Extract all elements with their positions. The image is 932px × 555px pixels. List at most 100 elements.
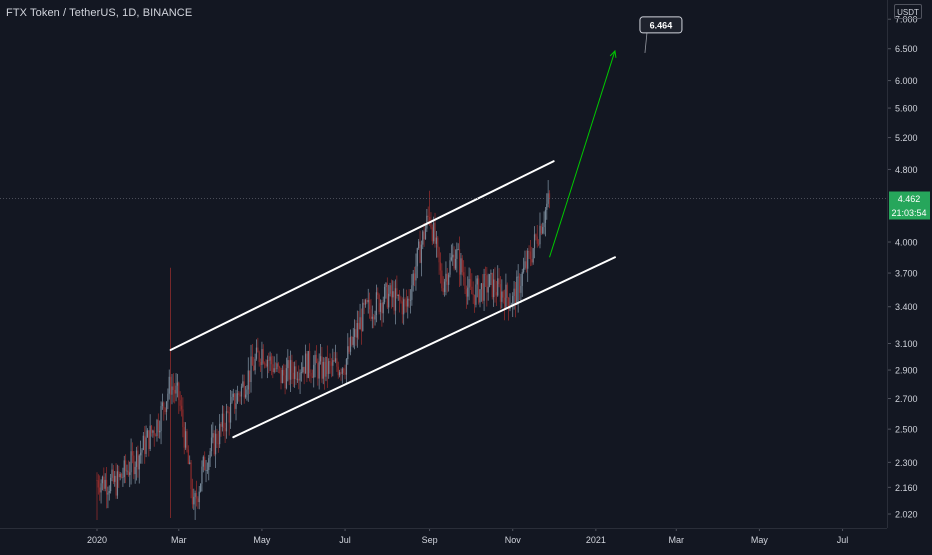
candle-body xyxy=(258,352,260,363)
candle-body xyxy=(120,473,123,478)
candle-body xyxy=(228,412,230,423)
candle-body xyxy=(304,353,307,374)
candle-body xyxy=(450,257,452,261)
candle-body xyxy=(430,220,432,228)
candle-body xyxy=(133,455,135,475)
candle-body xyxy=(355,329,357,338)
price-tick-label: 2.020 xyxy=(895,510,918,520)
candle-body xyxy=(153,430,155,436)
candle-body xyxy=(535,234,537,237)
candle-body xyxy=(96,480,98,481)
candle-body xyxy=(276,363,278,370)
candle-body xyxy=(348,346,350,352)
candle-body xyxy=(164,408,166,412)
candle-body xyxy=(204,456,206,471)
price-tick-label: 2.900 xyxy=(895,366,918,376)
candle-body xyxy=(419,241,421,263)
candle-body xyxy=(253,365,255,371)
candle-body xyxy=(502,291,504,298)
price-tick-label: 2.500 xyxy=(895,425,918,435)
candle-body xyxy=(540,225,542,234)
candle-body xyxy=(498,278,500,285)
candle-body xyxy=(461,258,463,273)
target-leader-line xyxy=(644,32,648,53)
candle-body xyxy=(319,356,322,362)
candle-body xyxy=(371,316,373,319)
candle-body xyxy=(176,382,179,386)
candle-body xyxy=(266,359,268,367)
candle-body xyxy=(142,435,144,450)
candle-body xyxy=(423,231,425,240)
candle-body xyxy=(287,360,289,369)
candle-body xyxy=(532,248,534,263)
candle-body xyxy=(127,470,129,475)
candle-body xyxy=(195,493,198,499)
price-tick-label: 6.000 xyxy=(895,76,918,86)
candle-body xyxy=(122,477,124,478)
currency-button[interactable]: USDT xyxy=(894,4,922,19)
candle-body xyxy=(325,356,327,377)
candle-body xyxy=(508,297,510,310)
candle-body xyxy=(475,284,477,305)
candle-body xyxy=(161,402,164,407)
candle-body xyxy=(445,273,447,282)
price-tick-label: 2.160 xyxy=(895,483,918,493)
candle-body xyxy=(381,303,383,314)
candle-body xyxy=(341,368,343,374)
candle-body xyxy=(265,363,267,367)
candle-body xyxy=(99,487,101,493)
candle-body xyxy=(247,370,249,390)
candle-body xyxy=(332,360,334,366)
candle-body xyxy=(505,284,507,309)
candle-body xyxy=(302,366,304,373)
candle-body xyxy=(483,274,485,301)
price-axis[interactable] xyxy=(887,0,932,528)
candle-body xyxy=(324,361,326,377)
time-tick-label: Nov xyxy=(505,535,522,545)
candle-body xyxy=(149,425,151,450)
candle-body xyxy=(349,336,352,352)
time-axis[interactable] xyxy=(0,528,887,550)
candle-body xyxy=(172,386,174,390)
candle-body xyxy=(182,409,184,428)
candle-body xyxy=(467,287,469,297)
candle-body xyxy=(517,276,519,278)
candle-body xyxy=(277,363,279,367)
candle-body xyxy=(464,277,466,290)
candle-body xyxy=(269,356,271,361)
candle-body xyxy=(187,449,189,464)
candle-body xyxy=(310,372,312,377)
candle-body xyxy=(521,272,523,286)
candle-body xyxy=(294,366,296,379)
candle-body xyxy=(525,261,527,269)
price-tick-label: 5.600 xyxy=(895,104,918,114)
candle-body xyxy=(283,369,285,376)
candle-body xyxy=(141,449,143,453)
candle-body xyxy=(524,261,526,268)
candle-body xyxy=(246,389,248,395)
candle-body xyxy=(415,266,417,281)
candle-body xyxy=(206,469,209,471)
candle-body xyxy=(130,451,132,473)
candle-body xyxy=(313,364,315,378)
candle-body xyxy=(157,420,159,433)
candle-body xyxy=(334,358,337,362)
candle-body xyxy=(469,279,472,287)
candle-body xyxy=(180,405,183,410)
candle-body xyxy=(194,493,196,497)
candle-body xyxy=(317,363,319,379)
candle-body xyxy=(273,368,275,373)
price-tick-label: 7.000 xyxy=(895,15,918,25)
candle-body xyxy=(239,394,241,397)
candle-body xyxy=(426,215,428,229)
candle-body xyxy=(437,237,439,248)
candle-body xyxy=(544,209,547,224)
candle-body xyxy=(165,401,168,412)
candle-body xyxy=(420,244,422,263)
candle-body xyxy=(359,317,361,330)
time-tick-label: 2020 xyxy=(87,535,107,545)
candle-body xyxy=(156,420,158,437)
candle-body xyxy=(389,285,391,294)
